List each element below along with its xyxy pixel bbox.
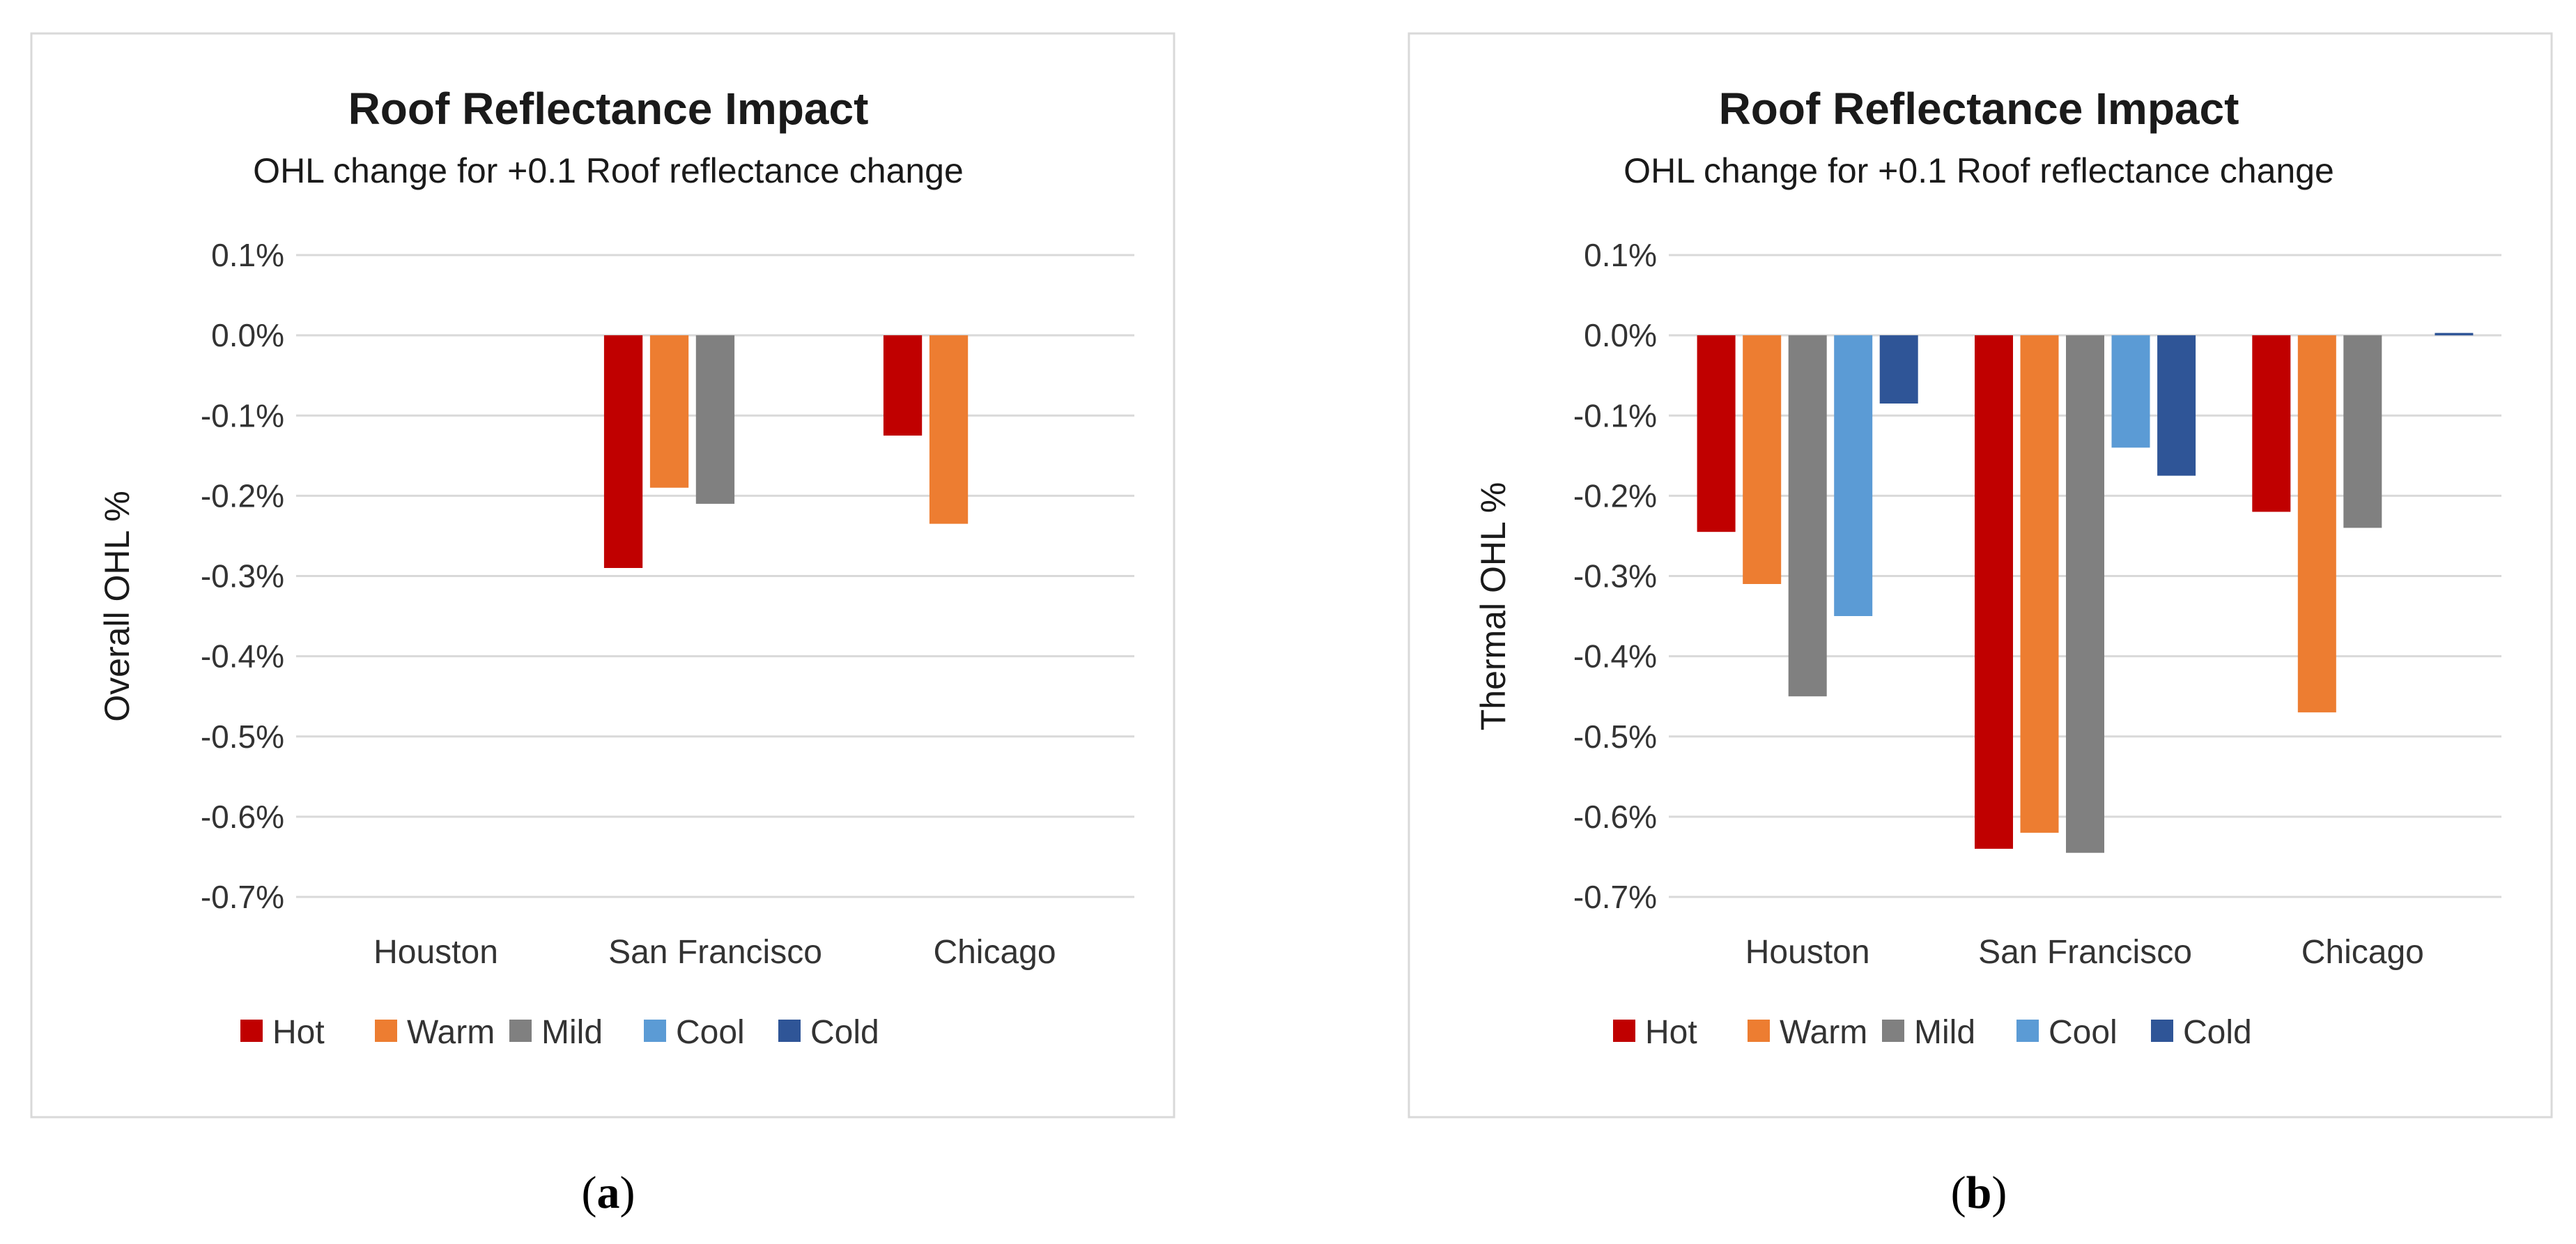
panel-a-legend-swatch-mild	[509, 1020, 532, 1042]
panel-a-bar-san-francisco-mild	[695, 335, 735, 504]
panel-a-x-category-chicago: Chicago	[933, 934, 1056, 971]
panel-a-y-tick-label: -0.5%	[201, 719, 284, 755]
panel-a: Roof Reflectance Impact OHL change for +…	[30, 32, 1175, 1119]
panel-b-y-tick-label: -0.4%	[1573, 638, 1657, 675]
panel-a-gridlines	[296, 254, 1134, 898]
panel-a-y-tick-label: 0.1%	[211, 237, 284, 273]
panel-b-bar-san-francisco-cold	[2157, 335, 2196, 476]
panel-a-caption-letter: a	[597, 1167, 620, 1218]
panel-b-bar-chicago-cold	[2435, 332, 2474, 336]
panel-b-bar-houston-hot	[1697, 335, 1736, 532]
panel-a-legend-label-cool: Cool	[676, 1014, 745, 1051]
panel-b-y-tick-label: -0.6%	[1573, 799, 1657, 835]
panel-a-y-tick-label: -0.7%	[201, 879, 284, 915]
panel-b-bar-houston-mild	[1788, 335, 1827, 697]
panel-a-legend: Hot Warm Mild Cool Cold	[240, 1014, 879, 1051]
panel-a-legend-swatch-cool	[644, 1020, 666, 1042]
panel-b-legend-swatch-mild	[1882, 1020, 1904, 1042]
panel-a-x-category-san-francisco: San Francisco	[608, 934, 822, 971]
panel-a-y-tick-label: -0.1%	[201, 397, 284, 433]
panel-b-x-category-chicago: Chicago	[2301, 934, 2424, 971]
panel-b-legend-swatch-cool	[2016, 1020, 2039, 1042]
panel-a-bar-chicago-warm	[929, 335, 969, 524]
panel-a-bar-san-francisco-hot	[603, 335, 643, 568]
panel-a-y-tick-label: -0.6%	[201, 799, 284, 835]
panel-a-y-ticks: 0.1% 0.0% -0.1% -0.2% -0.3% -0.4% -0.5% -0.6% -0…	[201, 237, 284, 915]
panel-b-caption-letter: b	[1966, 1167, 1992, 1218]
panel-b-bars	[1697, 332, 2474, 853]
panel-b-legend-label-mild: Mild	[1914, 1014, 1975, 1051]
panel-b-y-tick-label: -0.3%	[1573, 558, 1657, 594]
panel-b-x-categories: Houston San Francisco Chicago	[1745, 934, 2424, 971]
panel-b-legend-label-cold: Cold	[2183, 1014, 2252, 1051]
panel-b-legend-label-warm: Warm	[1780, 1014, 1867, 1051]
panel-b-legend-swatch-hot	[1613, 1020, 1635, 1042]
panel-a-legend-label-warm: Warm	[407, 1014, 495, 1051]
panel-b-y-tick-label: -0.1%	[1573, 397, 1657, 433]
panel-b-y-tick-label: -0.7%	[1573, 879, 1657, 915]
panel-a-legend-swatch-warm	[375, 1020, 397, 1042]
panel-b-subtitle: OHL change for +0.1 Roof reflectance cha…	[1624, 151, 2334, 190]
panel-b-y-tick-label: 0.1%	[1584, 237, 1657, 273]
panel-b-x-category-san-francisco: San Francisco	[1978, 934, 2192, 971]
panel-b-bar-san-francisco-mild	[2066, 335, 2104, 853]
panel-a-y-tick-label: -0.4%	[201, 638, 284, 675]
panel-a-y-tick-label: 0.0%	[211, 317, 284, 353]
panel-b-x-category-houston: Houston	[1745, 934, 1870, 971]
panel-a-x-category-houston: Houston	[373, 934, 498, 971]
panel-b-bar-houston-cool	[1834, 335, 1873, 616]
panel-b-title: Roof Reflectance Impact	[1719, 84, 2239, 134]
panel-b-y-tick-label: -0.2%	[1573, 477, 1657, 514]
panel-b-caption: (b)	[1951, 1167, 2007, 1218]
panel-a-y-axis-label: Overall OHL %	[98, 491, 137, 722]
panel-a-legend-label-cold: Cold	[810, 1014, 879, 1051]
panel-b-bar-chicago-warm	[2297, 335, 2336, 713]
panel-a-legend-label-hot: Hot	[272, 1014, 325, 1051]
panel-b-bar-san-francisco-cool	[2111, 335, 2150, 448]
panel-a-bar-san-francisco-warm	[649, 335, 689, 488]
panel-b-legend-label-cool: Cool	[2049, 1014, 2118, 1051]
panel-a-legend-swatch-hot	[240, 1020, 263, 1042]
panel-b-bar-chicago-mild	[2343, 335, 2382, 528]
panel-b-y-tick-label: 0.0%	[1584, 317, 1657, 353]
panel-a-y-tick-label: -0.3%	[201, 558, 284, 594]
panel-b-bar-houston-cold	[1879, 335, 1918, 404]
panel-a-y-tick-label: -0.2%	[201, 477, 284, 514]
panel-b-legend-label-hot: Hot	[1645, 1014, 1697, 1051]
panel-a-title: Roof Reflectance Impact	[348, 84, 869, 134]
panel-b-legend-swatch-cold	[2151, 1020, 2173, 1042]
panel-b-bar-san-francisco-hot	[1975, 335, 2013, 849]
panel-b-bar-chicago-hot	[2252, 335, 2291, 512]
panel-a-subtitle: OHL change for +0.1 Roof reflectance cha…	[253, 151, 964, 190]
panel-b-legend: Hot Warm Mild Cool Cold	[1613, 1014, 2252, 1051]
panel-a-legend-label-mild: Mild	[541, 1014, 603, 1051]
panel-a-bars	[603, 335, 969, 568]
panel-b-y-axis-label: Thermal OHL %	[1474, 482, 1513, 731]
panel-b-bar-houston-warm	[1743, 335, 1782, 584]
panel-a-caption: (a)	[582, 1167, 635, 1218]
panel-a-bar-chicago-hot	[883, 335, 923, 436]
panel-b-bar-san-francisco-warm	[2020, 335, 2059, 833]
panel-b: Roof Reflectance Impact OHL change for +…	[1407, 32, 2553, 1119]
panel-b-y-ticks: 0.1% 0.0% -0.1% -0.2% -0.3% -0.4% -0.5% -0.6% -0…	[1573, 237, 1657, 915]
panel-a-x-categories: Houston San Francisco Chicago	[373, 934, 1056, 971]
panel-b-y-tick-label: -0.5%	[1573, 719, 1657, 755]
panel-b-legend-swatch-warm	[1748, 1020, 1770, 1042]
panel-a-legend-swatch-cold	[778, 1020, 801, 1042]
